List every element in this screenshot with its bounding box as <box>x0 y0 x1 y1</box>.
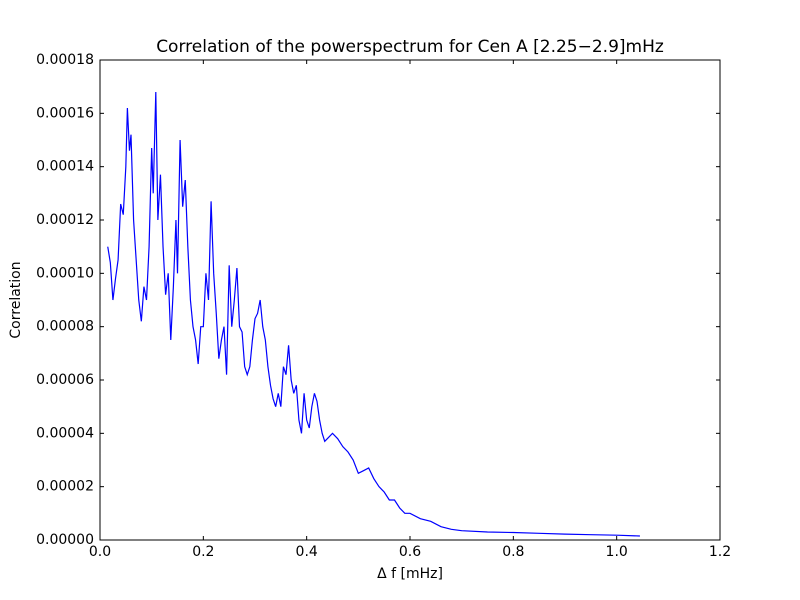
x-tick-label: 0.6 <box>399 544 421 560</box>
y-tick-label: 0.00006 <box>36 372 94 388</box>
data-line <box>107 91 640 537</box>
y-tick-label: 0.00018 <box>36 52 94 68</box>
plot-frame <box>99 59 721 541</box>
y-tick-label: 0.00016 <box>36 105 94 121</box>
y-tick-label: 0.00000 <box>36 532 94 548</box>
x-tick-label: 0.2 <box>192 544 214 560</box>
y-tick-label: 0.00010 <box>36 265 94 281</box>
y-tick-label: 0.00002 <box>36 479 94 495</box>
y-tick-label: 0.00012 <box>36 212 94 228</box>
y-tick-label: 0.00008 <box>36 319 94 335</box>
x-tick-label: 0.4 <box>296 544 318 560</box>
x-tick-label: 0.8 <box>502 544 524 560</box>
x-axis-label: Δ f [mHz] <box>377 566 443 582</box>
x-tick-label: 1.0 <box>606 544 628 560</box>
x-tick-label: 0.0 <box>89 544 111 560</box>
y-tick-label: 0.00004 <box>36 425 94 441</box>
x-tick-label: 1.2 <box>709 544 731 560</box>
chart-title: Correlation of the powerspectrum for Cen… <box>156 37 664 57</box>
y-tick-label: 0.00014 <box>36 159 94 175</box>
y-axis-label: Correlation <box>8 261 24 338</box>
